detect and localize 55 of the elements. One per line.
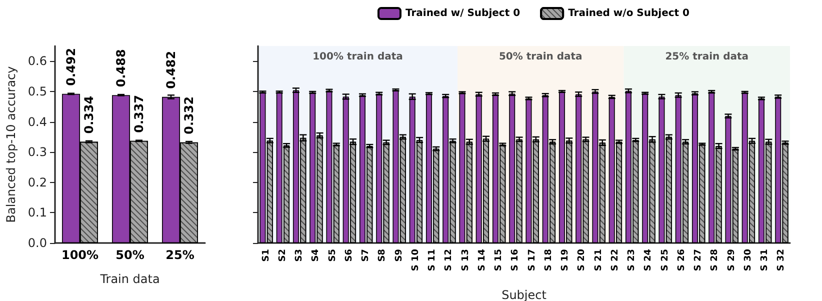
- x-tick-label: S8: [378, 249, 388, 262]
- x-tick-label: S 11: [428, 249, 438, 272]
- y-tick-label: 0.2: [28, 175, 47, 190]
- y-tick-label: 0.4: [28, 114, 47, 129]
- x-tick-label: S 31: [760, 249, 770, 272]
- x-tick-label: S9: [394, 249, 404, 262]
- x-tick-label: S 20: [577, 249, 588, 272]
- x-tick-label: S2: [278, 249, 288, 262]
- x-tick-label: S5: [328, 249, 338, 262]
- x-tick-label: S 10: [410, 249, 421, 272]
- x-tick-label: S1: [261, 249, 272, 262]
- x-tick-label: S 17: [527, 249, 538, 272]
- legend-label: Trained w/ Subject 0: [405, 8, 520, 19]
- x-tick-label: 25%: [166, 248, 194, 262]
- x-tick-label: S 29: [726, 249, 737, 272]
- y-tick-label: 0.5: [28, 84, 47, 98]
- x-tick-label: 50%: [116, 248, 144, 262]
- x-tick-label: S 22: [610, 249, 620, 272]
- legend-label: Trained w/o Subject 0: [568, 8, 690, 19]
- x-tick-label: S 25: [660, 249, 670, 272]
- x-tick-label: S 19: [560, 249, 571, 272]
- y-tick-label: 0.1: [28, 206, 47, 220]
- x-tick-label: S 27: [694, 249, 704, 272]
- x-tick-label: 100%: [61, 248, 99, 262]
- x-tick-label: S 30: [743, 249, 754, 272]
- x-tick-label: S 14: [477, 249, 488, 272]
- x-tick-label: S6: [344, 249, 354, 262]
- band-label: 50% train data: [498, 52, 582, 62]
- x-tick-label: S 28: [710, 249, 720, 272]
- y-tick-label: 0.3: [28, 145, 47, 160]
- band-label: 25% train data: [665, 52, 749, 62]
- x-tick-label: S 18: [544, 249, 554, 272]
- x-tick-label: S 26: [676, 249, 687, 272]
- x-tick-label: S7: [361, 249, 372, 262]
- x-tick-label: S 16: [510, 249, 521, 272]
- x-tick-label: S 12: [444, 249, 454, 272]
- x-tick-label: S 32: [776, 249, 787, 272]
- data-label: 0.488: [114, 49, 128, 88]
- data-label: 0.492: [64, 48, 78, 86]
- y-tick-label: 0.6: [28, 54, 47, 68]
- band-label: 100% train data: [312, 52, 403, 62]
- x-tick-label: S 23: [627, 249, 638, 272]
- y-tick-label: 0.0: [28, 236, 47, 250]
- x-tick-label: S 21: [594, 249, 604, 272]
- x-tick-label: S4: [311, 249, 322, 262]
- x-axis-title: Train data: [99, 272, 160, 286]
- x-tick-label: S3: [294, 249, 305, 262]
- x-tick-label: S 13: [460, 249, 471, 272]
- data-label: 0.337: [132, 94, 146, 133]
- data-label: 0.334: [82, 96, 96, 134]
- y-axis-title: Balanced top-10 accuracy: [4, 66, 18, 223]
- data-label: 0.332: [182, 96, 196, 134]
- x-tick-label: S 24: [644, 249, 654, 272]
- data-label: 0.482: [164, 50, 178, 89]
- x-tick-label: S 15: [494, 249, 504, 272]
